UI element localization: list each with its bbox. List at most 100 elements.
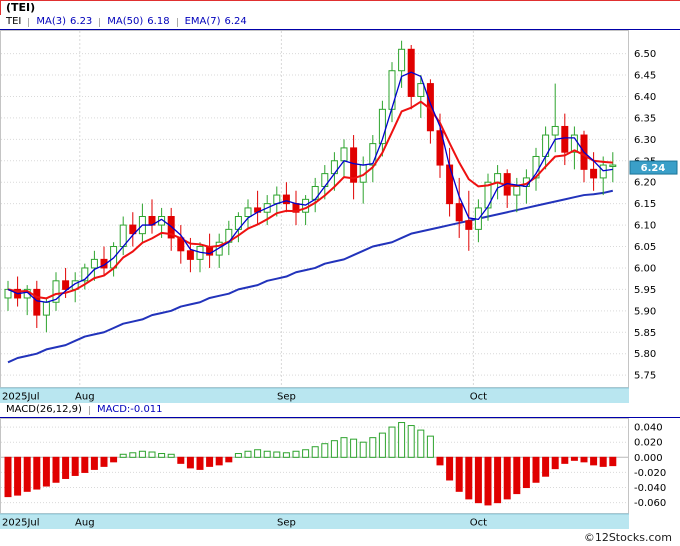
- macd-bar: [234, 453, 242, 458]
- macd-bar: [561, 456, 569, 464]
- macd-bar: [90, 456, 98, 470]
- price-plot: [0, 30, 629, 388]
- macd-bar: [215, 456, 223, 466]
- macd-bar: [225, 456, 233, 463]
- macd-bar: [321, 443, 329, 458]
- price-tick-label: 5.80: [634, 349, 656, 360]
- macd-bar: [503, 456, 511, 500]
- candle-body: [436, 130, 444, 166]
- legend-item-ma3: MA(3) 6.23: [36, 15, 92, 29]
- chart-title: (TEI): [0, 1, 680, 15]
- macd-bar: [158, 453, 166, 458]
- candle-body: [186, 250, 194, 260]
- macd-tick-label: 0.040: [634, 423, 663, 434]
- month-label: Oct: [470, 392, 487, 403]
- month-label: Sep: [277, 392, 296, 403]
- footer-bar: ©12Stocks.com: [0, 529, 680, 546]
- macd-bar: [465, 456, 473, 500]
- macd-bar: [148, 451, 156, 458]
- macd-bar: [609, 456, 617, 467]
- macd-bar: [81, 456, 89, 473]
- legend-item-ma50: MA(50) 6.18: [107, 15, 169, 29]
- legend-divider-3: [176, 17, 178, 27]
- price-tick-label: 6.50: [634, 49, 656, 60]
- month-label: Sep: [277, 518, 296, 529]
- macd-bar: [186, 456, 194, 469]
- macd-bar: [590, 456, 598, 466]
- price-tick-label: 5.75: [634, 371, 656, 382]
- macd-bar: [522, 456, 530, 489]
- candle-body: [465, 220, 473, 230]
- macd-bar: [52, 456, 60, 483]
- price-legend-bar: TEI MA(3) 6.23 MA(50) 6.18 EMA(7) 6.24: [0, 15, 680, 30]
- candle-body: [446, 164, 454, 205]
- macd-bar: [474, 456, 482, 504]
- ma50-label: MA(50): [107, 16, 144, 27]
- price-tick-label: 6.40: [634, 92, 656, 103]
- legend-divider-2: [99, 17, 101, 27]
- candle-body: [417, 83, 425, 97]
- candle-body: [244, 207, 252, 218]
- x-axis-band: [0, 388, 629, 403]
- candle-body: [42, 301, 50, 316]
- price-tick-label: 6.00: [634, 263, 656, 274]
- macd-bar: [167, 453, 175, 458]
- macd-bar: [14, 456, 22, 496]
- macd-bar: [417, 429, 425, 458]
- macd-bar: [599, 456, 607, 467]
- candle-body: [561, 125, 569, 153]
- macd-bar: [23, 456, 31, 492]
- price-tick-label: 6.30: [634, 135, 656, 146]
- last-price-badge: [629, 160, 678, 175]
- macd-bar: [138, 450, 146, 458]
- last-price-text: 6.24: [641, 163, 666, 174]
- macd-bar: [580, 456, 588, 463]
- macd-bar: [369, 437, 377, 458]
- macd-bar: [254, 449, 262, 458]
- candle-body: [90, 258, 98, 269]
- macd-bar: [206, 456, 214, 467]
- ma50-line: [7, 189, 614, 364]
- ma50-value: 6.18: [147, 16, 170, 27]
- month-label: Aug: [75, 518, 95, 529]
- macd-bar: [177, 456, 185, 464]
- macd-bar: [62, 456, 70, 479]
- macd-bar: [263, 450, 271, 458]
- macd-bar: [426, 435, 434, 458]
- macd-chart: 0.040 0.020 0.000 -0.020 -0.040 -0.060 2025Jul…: [0, 418, 666, 529]
- macd-bar: [551, 456, 559, 470]
- macd-tick-label: -0.060: [634, 498, 666, 509]
- price-tick-label: 5.95: [634, 285, 656, 296]
- candle-body: [378, 108, 386, 145]
- macd-bar: [532, 456, 540, 483]
- price-tick-label: 6.15: [634, 199, 656, 210]
- ema7-label: EMA(7): [184, 16, 221, 27]
- macd-bar: [484, 456, 492, 506]
- candle-body: [513, 185, 521, 196]
- macd-bar: [282, 452, 290, 458]
- macd-bar: [196, 456, 204, 470]
- price-tick-label: 6.10: [634, 221, 656, 232]
- ma3-line: [7, 71, 613, 303]
- legend-symbol: TEI: [6, 16, 22, 27]
- macd-bars-layer: [4, 422, 617, 506]
- macd-bar: [340, 437, 348, 458]
- candle-body: [129, 224, 137, 235]
- month-label: 2025Jul: [2, 518, 40, 529]
- macd-bar: [273, 451, 281, 458]
- candle-body: [398, 48, 406, 72]
- candle-body: [484, 181, 492, 209]
- macd-bar: [119, 453, 127, 458]
- macd-bar: [350, 438, 358, 458]
- candle-body: [62, 280, 70, 290]
- candle-body: [570, 134, 578, 153]
- candle-body: [369, 143, 377, 166]
- ema7-line: [7, 100, 613, 300]
- macd-tick-label: 0.020: [634, 438, 663, 449]
- credit-link[interactable]: ©12Stocks.com: [583, 531, 672, 544]
- macd-bar: [542, 456, 550, 477]
- legend-divider-1: [28, 17, 30, 27]
- macd-bar: [4, 456, 12, 498]
- ma3-label: MA(3): [36, 16, 67, 27]
